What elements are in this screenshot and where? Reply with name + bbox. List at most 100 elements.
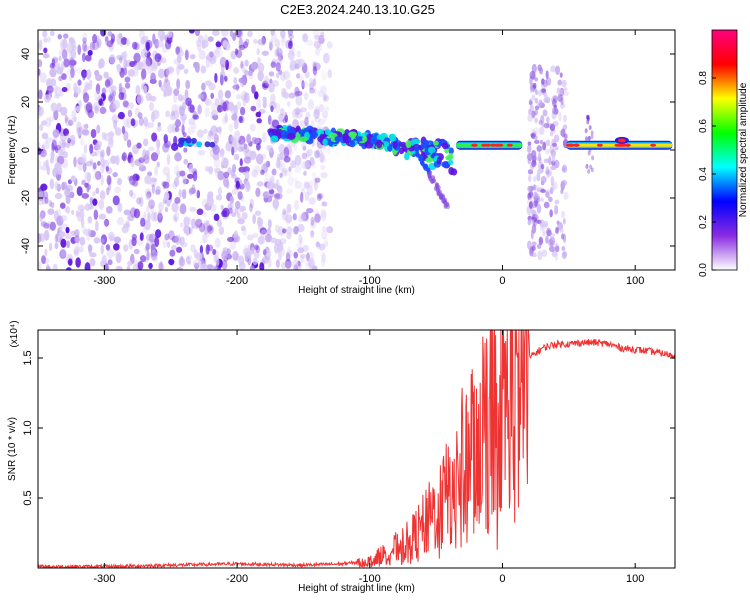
y-tick-label: 20	[20, 96, 32, 108]
heatmap-cell	[303, 182, 311, 190]
y-tick-label: -20	[20, 190, 32, 206]
heatmap-cell	[120, 72, 125, 79]
heatmap-cell	[539, 139, 543, 145]
heatmap-cell	[251, 136, 258, 145]
heatmap-cell	[178, 189, 182, 198]
heatmap-cell	[62, 128, 70, 137]
heatmap-cell	[80, 137, 85, 147]
heatmap-cell	[320, 85, 328, 94]
heatmap-cell	[317, 44, 323, 52]
heatmap-cell	[543, 201, 550, 209]
heatmap-cell	[82, 92, 90, 103]
heatmap-cell	[228, 123, 234, 132]
heatmap-cell	[195, 218, 203, 228]
y-axis-label: SNR (10 * v/v)	[7, 417, 18, 481]
heatmap-cell	[179, 106, 185, 117]
heatmap-cell	[194, 262, 200, 270]
y-tick-label: 1.0	[22, 420, 34, 435]
heatmap-cell	[41, 144, 45, 155]
heatmap-cell	[205, 220, 211, 232]
heatmap-cell	[210, 102, 218, 112]
heatmap-cell	[281, 36, 285, 47]
heatmap-cell	[163, 79, 171, 90]
heatmap-cell	[206, 196, 215, 207]
heatmap-cell	[322, 52, 330, 64]
heatmap-cell	[531, 94, 536, 101]
heatmap-cell	[101, 254, 107, 266]
heatmap-cell	[441, 161, 450, 168]
heatmap-cell	[62, 33, 69, 39]
signal-peak	[617, 143, 624, 147]
heatmap-cell	[104, 79, 111, 88]
heatmap-cell	[205, 54, 214, 61]
heatmap-cell	[156, 139, 161, 150]
heatmap-cell	[562, 218, 566, 225]
heatmap-cell	[246, 181, 251, 190]
heatmap-cell	[147, 122, 155, 129]
heatmap-cell	[66, 267, 72, 270]
heatmap-cell	[321, 110, 329, 119]
heatmap-cell	[321, 210, 327, 222]
heatmap-cell	[243, 143, 248, 150]
heatmap-cell	[217, 89, 224, 101]
heatmap-cell	[158, 261, 163, 270]
heatmap-cell	[145, 41, 151, 52]
heatmap-cell	[73, 104, 79, 111]
heatmap-cell	[67, 258, 73, 266]
heatmap-cell	[99, 238, 105, 244]
heatmap-cell	[183, 216, 190, 227]
heatmap-cell	[54, 242, 59, 250]
heatmap-cell	[296, 50, 302, 58]
heatmap-cell	[284, 114, 289, 123]
heatmap-cell	[306, 39, 313, 47]
heatmap-cell	[97, 160, 101, 166]
signal-peak	[490, 143, 497, 147]
heatmap-cell	[173, 177, 180, 187]
heatmap-cell	[108, 95, 113, 102]
heatmap-cell	[286, 246, 292, 256]
heatmap-cell	[189, 53, 196, 60]
heatmap-cell	[320, 31, 325, 38]
heatmap-cell	[563, 192, 569, 200]
heatmap-cell	[270, 30, 275, 37]
heatmap-cell	[154, 166, 159, 176]
heatmap-cell	[47, 208, 55, 216]
heatmap-cell	[164, 74, 169, 83]
heatmap-cell	[212, 264, 218, 270]
heatmap-cell	[254, 91, 259, 100]
heatmap-cell	[38, 199, 44, 206]
heatmap-cell	[320, 164, 326, 170]
heatmap-cell	[85, 69, 92, 80]
heatmap-cell	[178, 137, 185, 144]
heatmap-cell	[307, 99, 315, 110]
heatmap-cell	[436, 156, 442, 165]
heatmap-cell	[239, 106, 246, 116]
heatmap-cell	[143, 219, 151, 231]
heatmap-cell	[302, 145, 307, 151]
heatmap-cell	[83, 45, 90, 52]
heatmap-cell	[212, 249, 217, 255]
heatmap-cell	[294, 199, 299, 211]
heatmap-cell	[314, 105, 320, 116]
heatmap-cell	[93, 171, 100, 181]
heatmap-cell	[541, 88, 546, 94]
heatmap-cell	[299, 107, 308, 113]
heatmap-cell	[177, 94, 184, 102]
heatmap-cell	[161, 43, 168, 54]
heatmap-cell	[308, 257, 315, 269]
heatmap-cell	[190, 137, 197, 144]
heatmap-cell	[128, 239, 134, 250]
heatmap-cell	[236, 211, 241, 218]
heatmap-cell	[152, 33, 156, 45]
heatmap-cell	[112, 248, 116, 257]
heatmap-cell	[309, 219, 317, 229]
heatmap-cell	[279, 130, 288, 139]
heatmap-cell	[55, 86, 62, 97]
heatmap-cell	[545, 166, 550, 175]
heatmap-cell	[300, 192, 304, 203]
heatmap-cell	[132, 259, 140, 266]
heatmap-cell	[45, 159, 49, 169]
heatmap-cell	[214, 167, 221, 173]
heatmap-cell	[144, 175, 152, 185]
heatmap-cell	[281, 247, 285, 256]
